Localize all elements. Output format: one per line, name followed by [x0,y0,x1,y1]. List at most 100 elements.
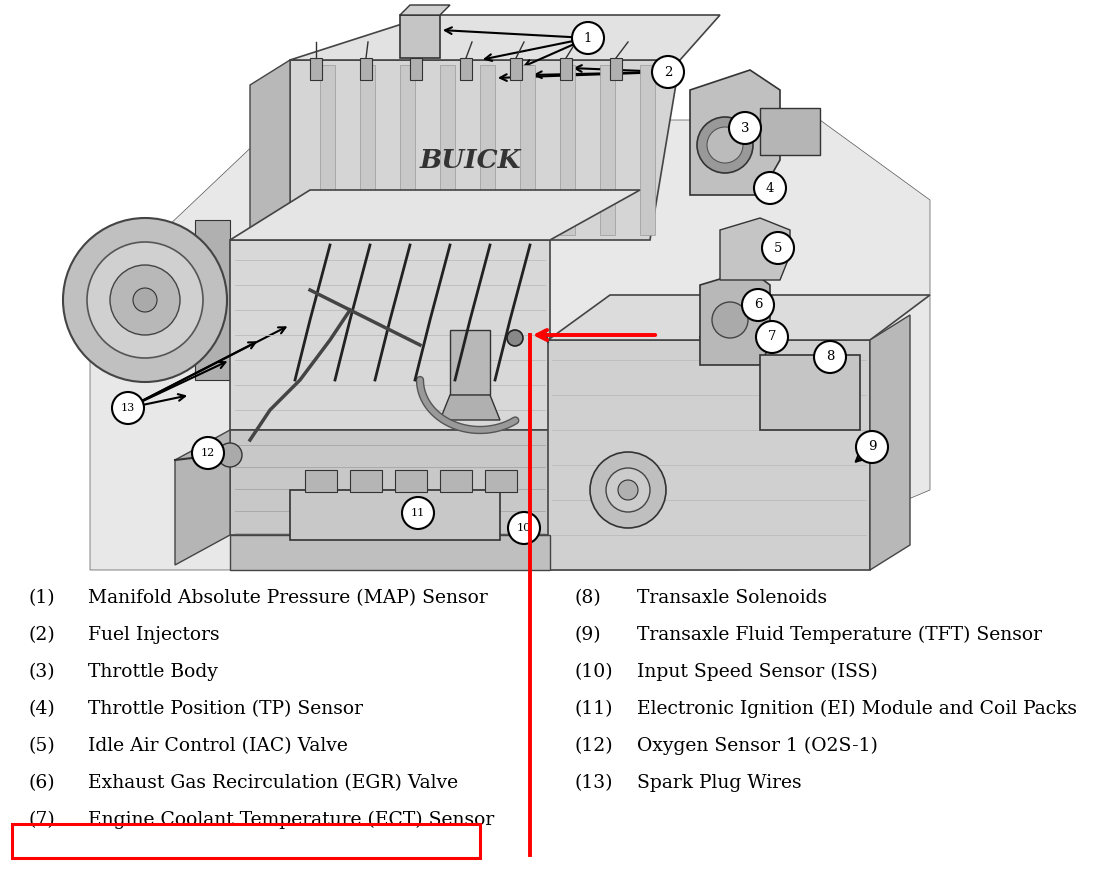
Polygon shape [439,470,472,492]
Text: Electronic Ignition (EI) Module and Coil Packs: Electronic Ignition (EI) Module and Coil… [637,700,1077,718]
Polygon shape [400,15,439,58]
Circle shape [192,437,224,469]
Text: (6): (6) [28,774,55,792]
Circle shape [606,468,650,512]
Polygon shape [250,60,290,265]
Circle shape [707,127,743,163]
Text: (11): (11) [575,700,614,718]
Polygon shape [310,58,322,80]
Polygon shape [760,108,820,155]
Text: (4): (4) [28,700,55,718]
Polygon shape [560,65,575,235]
Circle shape [112,392,144,424]
Circle shape [110,265,180,335]
Polygon shape [760,355,860,430]
Polygon shape [195,220,230,380]
Polygon shape [175,430,230,565]
Polygon shape [359,58,372,80]
Polygon shape [350,470,383,492]
Polygon shape [600,65,615,235]
Polygon shape [395,470,427,492]
Polygon shape [230,430,550,535]
Circle shape [509,512,540,544]
Circle shape [814,341,846,373]
Circle shape [590,452,666,528]
Polygon shape [720,218,790,280]
Circle shape [133,288,157,312]
Polygon shape [480,65,495,235]
Polygon shape [320,65,335,235]
Text: 3: 3 [741,121,750,135]
Text: Idle Air Control (IAC) Valve: Idle Air Control (IAC) Valve [88,737,347,755]
Text: Throttle Position (TP) Sensor: Throttle Position (TP) Sensor [88,700,363,718]
Text: 4: 4 [766,181,774,194]
Text: Manifold Absolute Pressure (MAP) Sensor: Manifold Absolute Pressure (MAP) Sensor [88,589,488,607]
Circle shape [652,56,684,88]
Text: 2: 2 [664,65,672,78]
Circle shape [402,497,434,529]
Polygon shape [450,330,490,395]
Text: (1): (1) [28,589,55,607]
Polygon shape [460,58,472,80]
Circle shape [572,22,604,54]
Text: (8): (8) [575,589,602,607]
Text: (7): (7) [28,811,55,829]
Text: Exhaust Gas Recirculation (EGR) Valve: Exhaust Gas Recirculation (EGR) Valve [88,774,458,792]
Polygon shape [359,65,375,235]
Text: 10: 10 [517,523,532,533]
Text: (2): (2) [28,626,55,644]
Polygon shape [439,65,455,235]
Polygon shape [290,490,500,540]
Circle shape [754,172,786,204]
Text: Spark Plug Wires: Spark Plug Wires [637,774,801,792]
Text: 7: 7 [768,331,776,343]
Text: (3): (3) [28,663,55,681]
Polygon shape [230,190,640,240]
Circle shape [87,242,203,358]
Bar [12,824,480,858]
Circle shape [618,480,638,500]
Circle shape [712,302,747,338]
Circle shape [697,117,753,173]
Text: (9): (9) [575,626,602,644]
Text: Engine Coolant Temperature (ECT) Sensor: Engine Coolant Temperature (ECT) Sensor [88,811,494,830]
Text: (5): (5) [28,737,55,755]
Polygon shape [560,58,572,80]
Text: 6: 6 [754,299,762,311]
Polygon shape [410,58,422,80]
Polygon shape [640,65,655,235]
Circle shape [218,443,242,467]
Polygon shape [400,5,450,15]
Text: 11: 11 [411,508,425,518]
Polygon shape [700,270,770,365]
Circle shape [62,218,227,382]
Text: Transaxle Fluid Temperature (TFT) Sensor: Transaxle Fluid Temperature (TFT) Sensor [637,626,1042,644]
Text: Throttle Body: Throttle Body [88,663,218,681]
Text: 8: 8 [825,351,834,364]
Text: 13: 13 [121,403,135,413]
Polygon shape [870,315,910,570]
Polygon shape [305,470,336,492]
Text: Transaxle Solenoids: Transaxle Solenoids [637,589,827,607]
Polygon shape [520,65,535,235]
Text: (12): (12) [575,737,614,755]
Polygon shape [690,70,780,195]
Polygon shape [486,470,517,492]
Circle shape [742,289,774,321]
Text: Oxygen Sensor 1 (O2S-1): Oxygen Sensor 1 (O2S-1) [637,737,878,756]
Circle shape [507,330,523,346]
Text: (13): (13) [575,774,614,792]
Polygon shape [230,535,550,570]
Text: (10): (10) [575,663,614,681]
Text: 1: 1 [584,31,592,45]
Polygon shape [439,395,500,420]
Polygon shape [400,65,415,235]
Polygon shape [548,295,931,340]
Circle shape [729,112,761,144]
Polygon shape [90,120,931,570]
Polygon shape [290,15,720,60]
Circle shape [756,321,788,353]
Polygon shape [610,58,623,80]
Circle shape [856,431,888,463]
Polygon shape [230,240,550,430]
